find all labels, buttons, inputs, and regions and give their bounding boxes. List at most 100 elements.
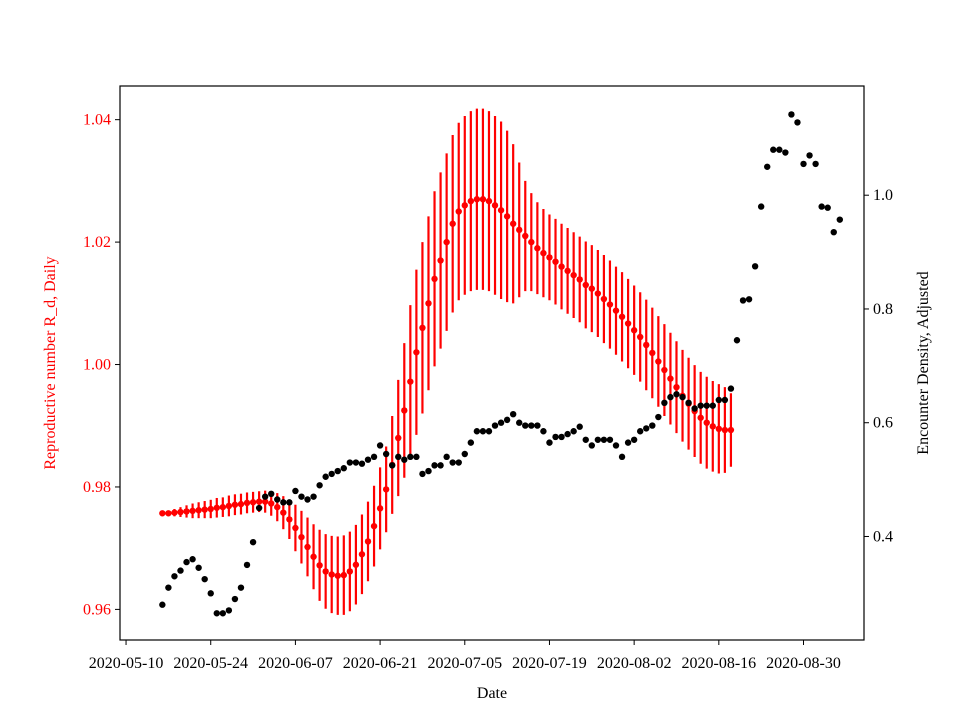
reproductive-number-point: [286, 516, 293, 523]
encounter-density-point: [304, 496, 311, 503]
encounter-density-point: [370, 453, 378, 461]
x-axis: 2020-05-10 2020-05-24 2020-06-07 2020-06-21…: [89, 640, 841, 672]
reproductive-number-point: [231, 501, 239, 508]
reproductive-number-point: [715, 425, 723, 433]
reproductive-number-point: [201, 506, 208, 513]
encounter-density-point: [661, 399, 668, 407]
reproductive-number-point: [600, 295, 608, 303]
reproductive-number-point: [497, 207, 505, 214]
reproductive-number-point: [340, 571, 348, 579]
encounter-density-point: [806, 152, 813, 159]
reproductive-number-point: [661, 366, 668, 374]
encounter-density-point: [715, 396, 723, 404]
reproductive-number-point: [171, 509, 178, 516]
encounter-density-point: [497, 419, 505, 426]
encounter-density-point: [691, 405, 698, 412]
encounter-density-point: [177, 567, 184, 574]
encounter-density-point: [183, 558, 190, 566]
encounter-density-point: [733, 337, 741, 344]
x-tick-label: 2020-06-07: [258, 655, 333, 672]
encounter-density-point: [165, 584, 172, 591]
encounter-density-point: [618, 453, 626, 461]
encounter-density-point: [213, 610, 220, 617]
encounter-density-point: [576, 423, 583, 430]
x-tick-label: 2020-07-19: [512, 655, 587, 672]
reproductive-number-point: [703, 419, 710, 426]
encounter-density-point: [649, 422, 656, 429]
reproductive-number-point: [467, 197, 475, 205]
encounter-density-point: [207, 590, 214, 597]
encounter-density-point: [437, 462, 444, 469]
encounter-density-point: [594, 436, 602, 443]
reproductive-number-point: [667, 375, 674, 382]
reproductive-number-point: [304, 543, 311, 551]
encounter-density-point: [159, 601, 166, 608]
reproductive-number-point: [352, 561, 360, 568]
encounter-density-point: [352, 459, 360, 466]
encounter-density-point: [443, 453, 450, 461]
encounter-density-point: [673, 391, 680, 398]
y-left-tick-label: 1.04: [83, 112, 111, 129]
reproductive-number-point: [618, 313, 626, 320]
reproductive-number-point: [382, 486, 390, 493]
encounter-density-point: [522, 422, 529, 429]
encounter-density-point: [643, 425, 650, 432]
encounter-density-point: [340, 465, 348, 472]
y-left-tick-label: 1.00: [83, 357, 111, 374]
right-series-points: [159, 111, 844, 617]
reproductive-number-point: [165, 510, 172, 517]
reproductive-number-point: [636, 333, 644, 341]
reproductive-number-point: [237, 500, 245, 508]
reproductive-number-point: [280, 509, 287, 516]
encounter-density-point: [449, 459, 456, 466]
encounter-density-point: [612, 442, 620, 449]
y-left-tick-label: 1.02: [83, 234, 111, 251]
y-right-tick-label: 1.0: [873, 187, 893, 204]
y-axis-left-title: Reproductive number R_d, Daily: [42, 256, 59, 469]
reproductive-number-point: [455, 208, 462, 215]
encounter-density-point: [745, 296, 753, 303]
encounter-density-point: [552, 433, 559, 441]
encounter-density-point: [582, 436, 589, 443]
encounter-density-point: [727, 385, 735, 392]
encounter-density-point: [636, 428, 644, 435]
reproductive-number-point: [401, 407, 408, 414]
encounter-density-point: [376, 442, 384, 449]
x-tick-label: 2020-08-02: [597, 655, 672, 672]
reproductive-number-point: [195, 507, 202, 514]
reproductive-number-point: [413, 349, 420, 356]
reproductive-number-point: [546, 254, 553, 261]
reproductive-number-point: [727, 426, 735, 434]
encounter-density-point: [630, 436, 638, 443]
encounter-density-point: [419, 470, 426, 478]
encounter-density-point: [280, 499, 287, 506]
reproductive-number-point: [207, 505, 214, 513]
encounter-density-point: [171, 573, 178, 580]
reproductive-number-point: [213, 504, 220, 511]
encounter-density-point: [298, 493, 305, 500]
reproductive-number-point: [425, 300, 432, 307]
encounter-density-point: [485, 428, 493, 435]
encounter-density-point: [836, 216, 844, 223]
reproductive-number-point: [255, 498, 263, 505]
x-tick-label: 2020-07-05: [427, 655, 502, 672]
reproductive-number-point: [612, 307, 620, 314]
y-axis-left: 0.96 0.98 1.00 1.02 1.04: [83, 112, 120, 618]
encounter-density-point: [461, 450, 468, 458]
encounter-density-point: [225, 607, 233, 614]
reproductive-number-point: [346, 568, 354, 575]
reproductive-number-point: [673, 383, 680, 391]
reproductive-number-point: [177, 508, 184, 516]
reproductive-number-point: [649, 349, 656, 357]
reproductive-number-point: [431, 275, 438, 283]
encounter-density-point: [407, 453, 414, 461]
encounter-density-point: [739, 297, 747, 304]
encounter-density-point: [751, 263, 759, 270]
reproductive-number-point: [528, 238, 535, 246]
reproductive-number-point: [721, 426, 729, 434]
y-left-tick-label: 0.98: [83, 479, 111, 496]
encounter-density-point: [316, 482, 323, 489]
encounter-density-point: [830, 228, 837, 236]
encounter-density-point: [255, 504, 263, 512]
